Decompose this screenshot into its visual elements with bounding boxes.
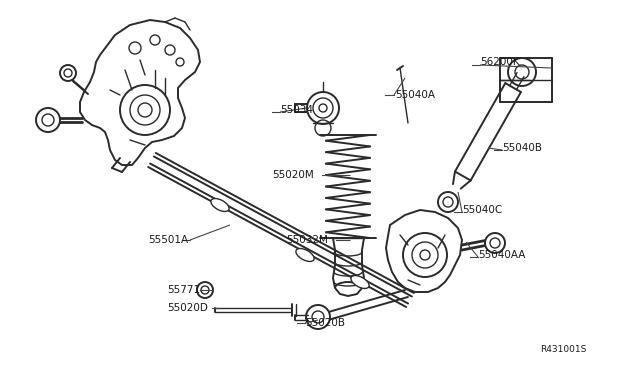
Circle shape <box>438 192 458 212</box>
Ellipse shape <box>211 199 229 212</box>
Text: 55771: 55771 <box>167 285 200 295</box>
Circle shape <box>60 65 76 81</box>
Text: 55040B: 55040B <box>502 143 542 153</box>
Text: 55501A: 55501A <box>148 235 188 245</box>
Text: 55034: 55034 <box>280 105 313 115</box>
Circle shape <box>485 233 505 253</box>
Circle shape <box>197 282 213 298</box>
Text: 55040AA: 55040AA <box>478 250 525 260</box>
Circle shape <box>508 58 536 86</box>
Text: 55032M: 55032M <box>286 235 328 245</box>
Text: 55020M: 55020M <box>272 170 314 180</box>
Circle shape <box>36 108 60 132</box>
Text: 55020B: 55020B <box>305 318 345 328</box>
Ellipse shape <box>296 248 314 262</box>
Text: 56200K: 56200K <box>480 57 520 67</box>
Circle shape <box>307 92 339 124</box>
Text: 55040C: 55040C <box>462 205 502 215</box>
Ellipse shape <box>351 276 369 288</box>
Circle shape <box>306 305 330 329</box>
Text: 55020D: 55020D <box>167 303 208 313</box>
Text: 55040A: 55040A <box>395 90 435 100</box>
Text: R431001S: R431001S <box>540 346 586 355</box>
